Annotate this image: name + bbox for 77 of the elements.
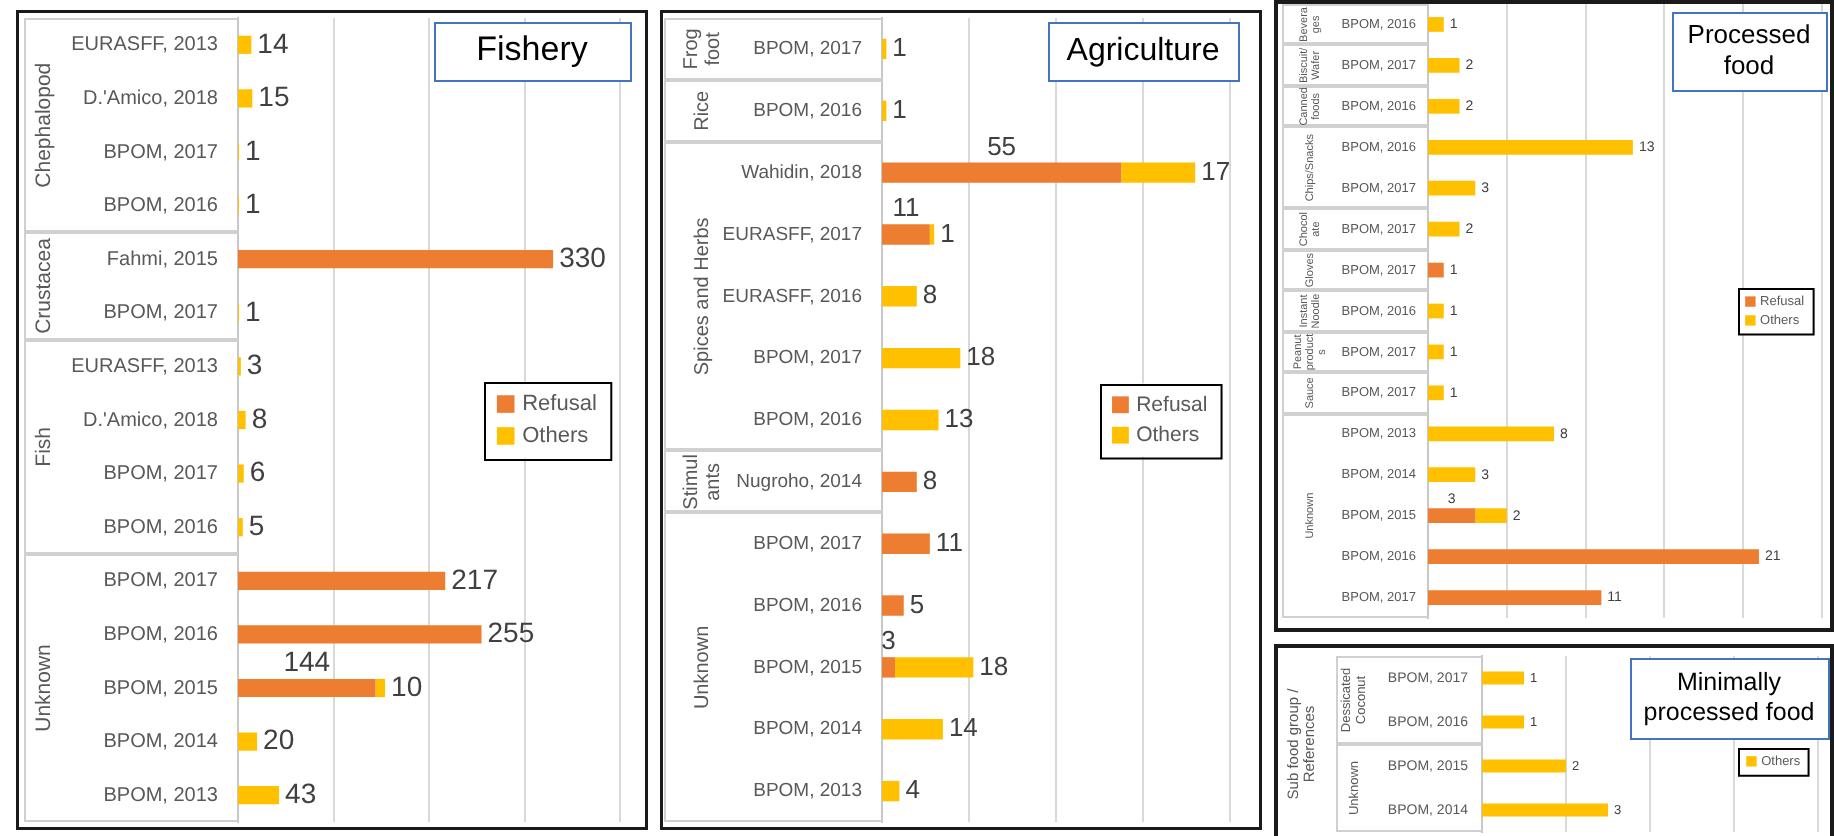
text: Rice [691, 89, 714, 131]
y-tick-label: BPOM, 2016 [753, 594, 862, 617]
data-label: 3 [881, 625, 896, 656]
y-tick-label: BPOM, 2016 [103, 516, 219, 539]
y-tick-label: BPOM, 2017 [753, 38, 862, 61]
legend-label: Refusal [522, 392, 597, 417]
data-label: 1 [892, 32, 907, 63]
data-label: 6 [249, 455, 266, 488]
data-label: 14 [948, 712, 978, 743]
data-label: 43 [285, 776, 317, 809]
chart-title: Fishery [476, 30, 589, 69]
y-tick-label: D.'Amico, 2018 [83, 409, 219, 432]
y-tick-label: BPOM, 2017 [103, 463, 219, 486]
y-tick-label: BPOM, 2014 [753, 718, 862, 741]
data-label: 5 [909, 588, 925, 619]
text: Stimulants [680, 454, 725, 510]
y-tick-label: BPOM, 2017 [103, 570, 219, 593]
y-tick-label: Fahmi, 2015 [106, 248, 219, 271]
data-label: 144 [283, 644, 331, 677]
text: Unknown [691, 625, 714, 710]
text: Processed food [1687, 18, 1811, 80]
y-tick-label: BPOM, 2015 [103, 677, 219, 700]
data-label: 15 [258, 80, 290, 113]
text: Crustacea [31, 237, 56, 334]
y-tick-label: EURASFF, 2017 [722, 223, 862, 246]
y-tick-label: BPOM, 2016 [103, 623, 219, 646]
data-label: 1 [244, 187, 261, 220]
text: Minimally processed food [1643, 667, 1815, 726]
y-tick-label: BPOM, 2013 [103, 784, 219, 807]
data-label: 330 [559, 240, 607, 273]
data-label: 10 [391, 669, 423, 702]
data-label: 20 [263, 723, 295, 756]
y-tick-label: BPOM, 2016 [103, 195, 219, 218]
text: Spices and Herbs [691, 217, 714, 376]
data-label: 14 [257, 26, 289, 59]
data-label: 8 [922, 465, 938, 495]
legend-label: Others [1136, 423, 1200, 448]
data-label: 11 [935, 526, 963, 557]
data-label: 1 [244, 294, 261, 327]
data-label: 4 [905, 774, 920, 805]
data-label: 55 [987, 130, 1017, 161]
y-tick-label: EURASFF, 2016 [722, 285, 862, 308]
data-label: 11 [892, 192, 920, 223]
y-tick-label: BPOM, 2015 [753, 656, 862, 679]
text: Frog foot [680, 28, 725, 70]
y-tick-label: BPOM, 2017 [103, 141, 219, 164]
y-tick-label: BPOM, 2016 [753, 100, 862, 123]
data-label: 3 [246, 348, 263, 381]
y-tick-label: Nugroho, 2014 [736, 471, 862, 494]
text: Unknown [31, 643, 56, 732]
legend-label: Others [522, 424, 590, 449]
data-label: 1 [244, 133, 261, 166]
y-tick-label: EURASFF, 2013 [71, 34, 219, 57]
y-tick-label: Wahidin, 2018 [741, 161, 862, 184]
data-label: 18 [966, 341, 996, 372]
data-label: 1 [892, 93, 907, 124]
y-tick-label: D.'Amico, 2018 [83, 87, 219, 110]
text: Chephalopod [31, 62, 56, 188]
y-tick-label: EURASFF, 2013 [71, 355, 219, 378]
data-label: 17 [1201, 155, 1231, 186]
data-label: 5 [248, 508, 265, 541]
data-label: 217 [451, 562, 499, 595]
data-label: 8 [922, 279, 938, 310]
legend-label: Refusal [1136, 392, 1208, 417]
y-tick-label: BPOM, 2016 [753, 409, 862, 432]
text: Agriculture [1066, 33, 1220, 68]
data-label: 13 [944, 403, 974, 434]
data-label: 1 [940, 217, 955, 248]
data-label: 18 [979, 650, 1009, 681]
y-tick-label: BPOM, 2017 [103, 302, 219, 325]
text: Fish [31, 426, 56, 467]
y-tick-label: BPOM, 2017 [753, 347, 862, 370]
y-tick-label: BPOM, 2017 [753, 532, 862, 555]
data-label: 255 [487, 616, 535, 649]
y-tick-label: BPOM, 2013 [753, 780, 862, 803]
y-tick-label: BPOM, 2014 [103, 731, 219, 754]
data-label: 8 [251, 401, 268, 434]
